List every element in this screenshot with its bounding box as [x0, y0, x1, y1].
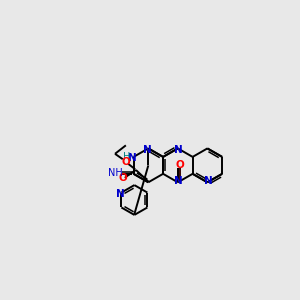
Text: O: O — [122, 157, 130, 166]
Text: O: O — [175, 160, 184, 170]
Text: H: H — [123, 152, 130, 162]
Text: O: O — [118, 173, 127, 183]
Text: N: N — [116, 189, 125, 199]
Text: N: N — [204, 176, 212, 186]
Text: NH: NH — [108, 168, 122, 178]
Text: N: N — [143, 145, 152, 155]
Text: N: N — [174, 145, 183, 155]
Text: N: N — [174, 176, 183, 186]
Text: N: N — [128, 153, 136, 163]
